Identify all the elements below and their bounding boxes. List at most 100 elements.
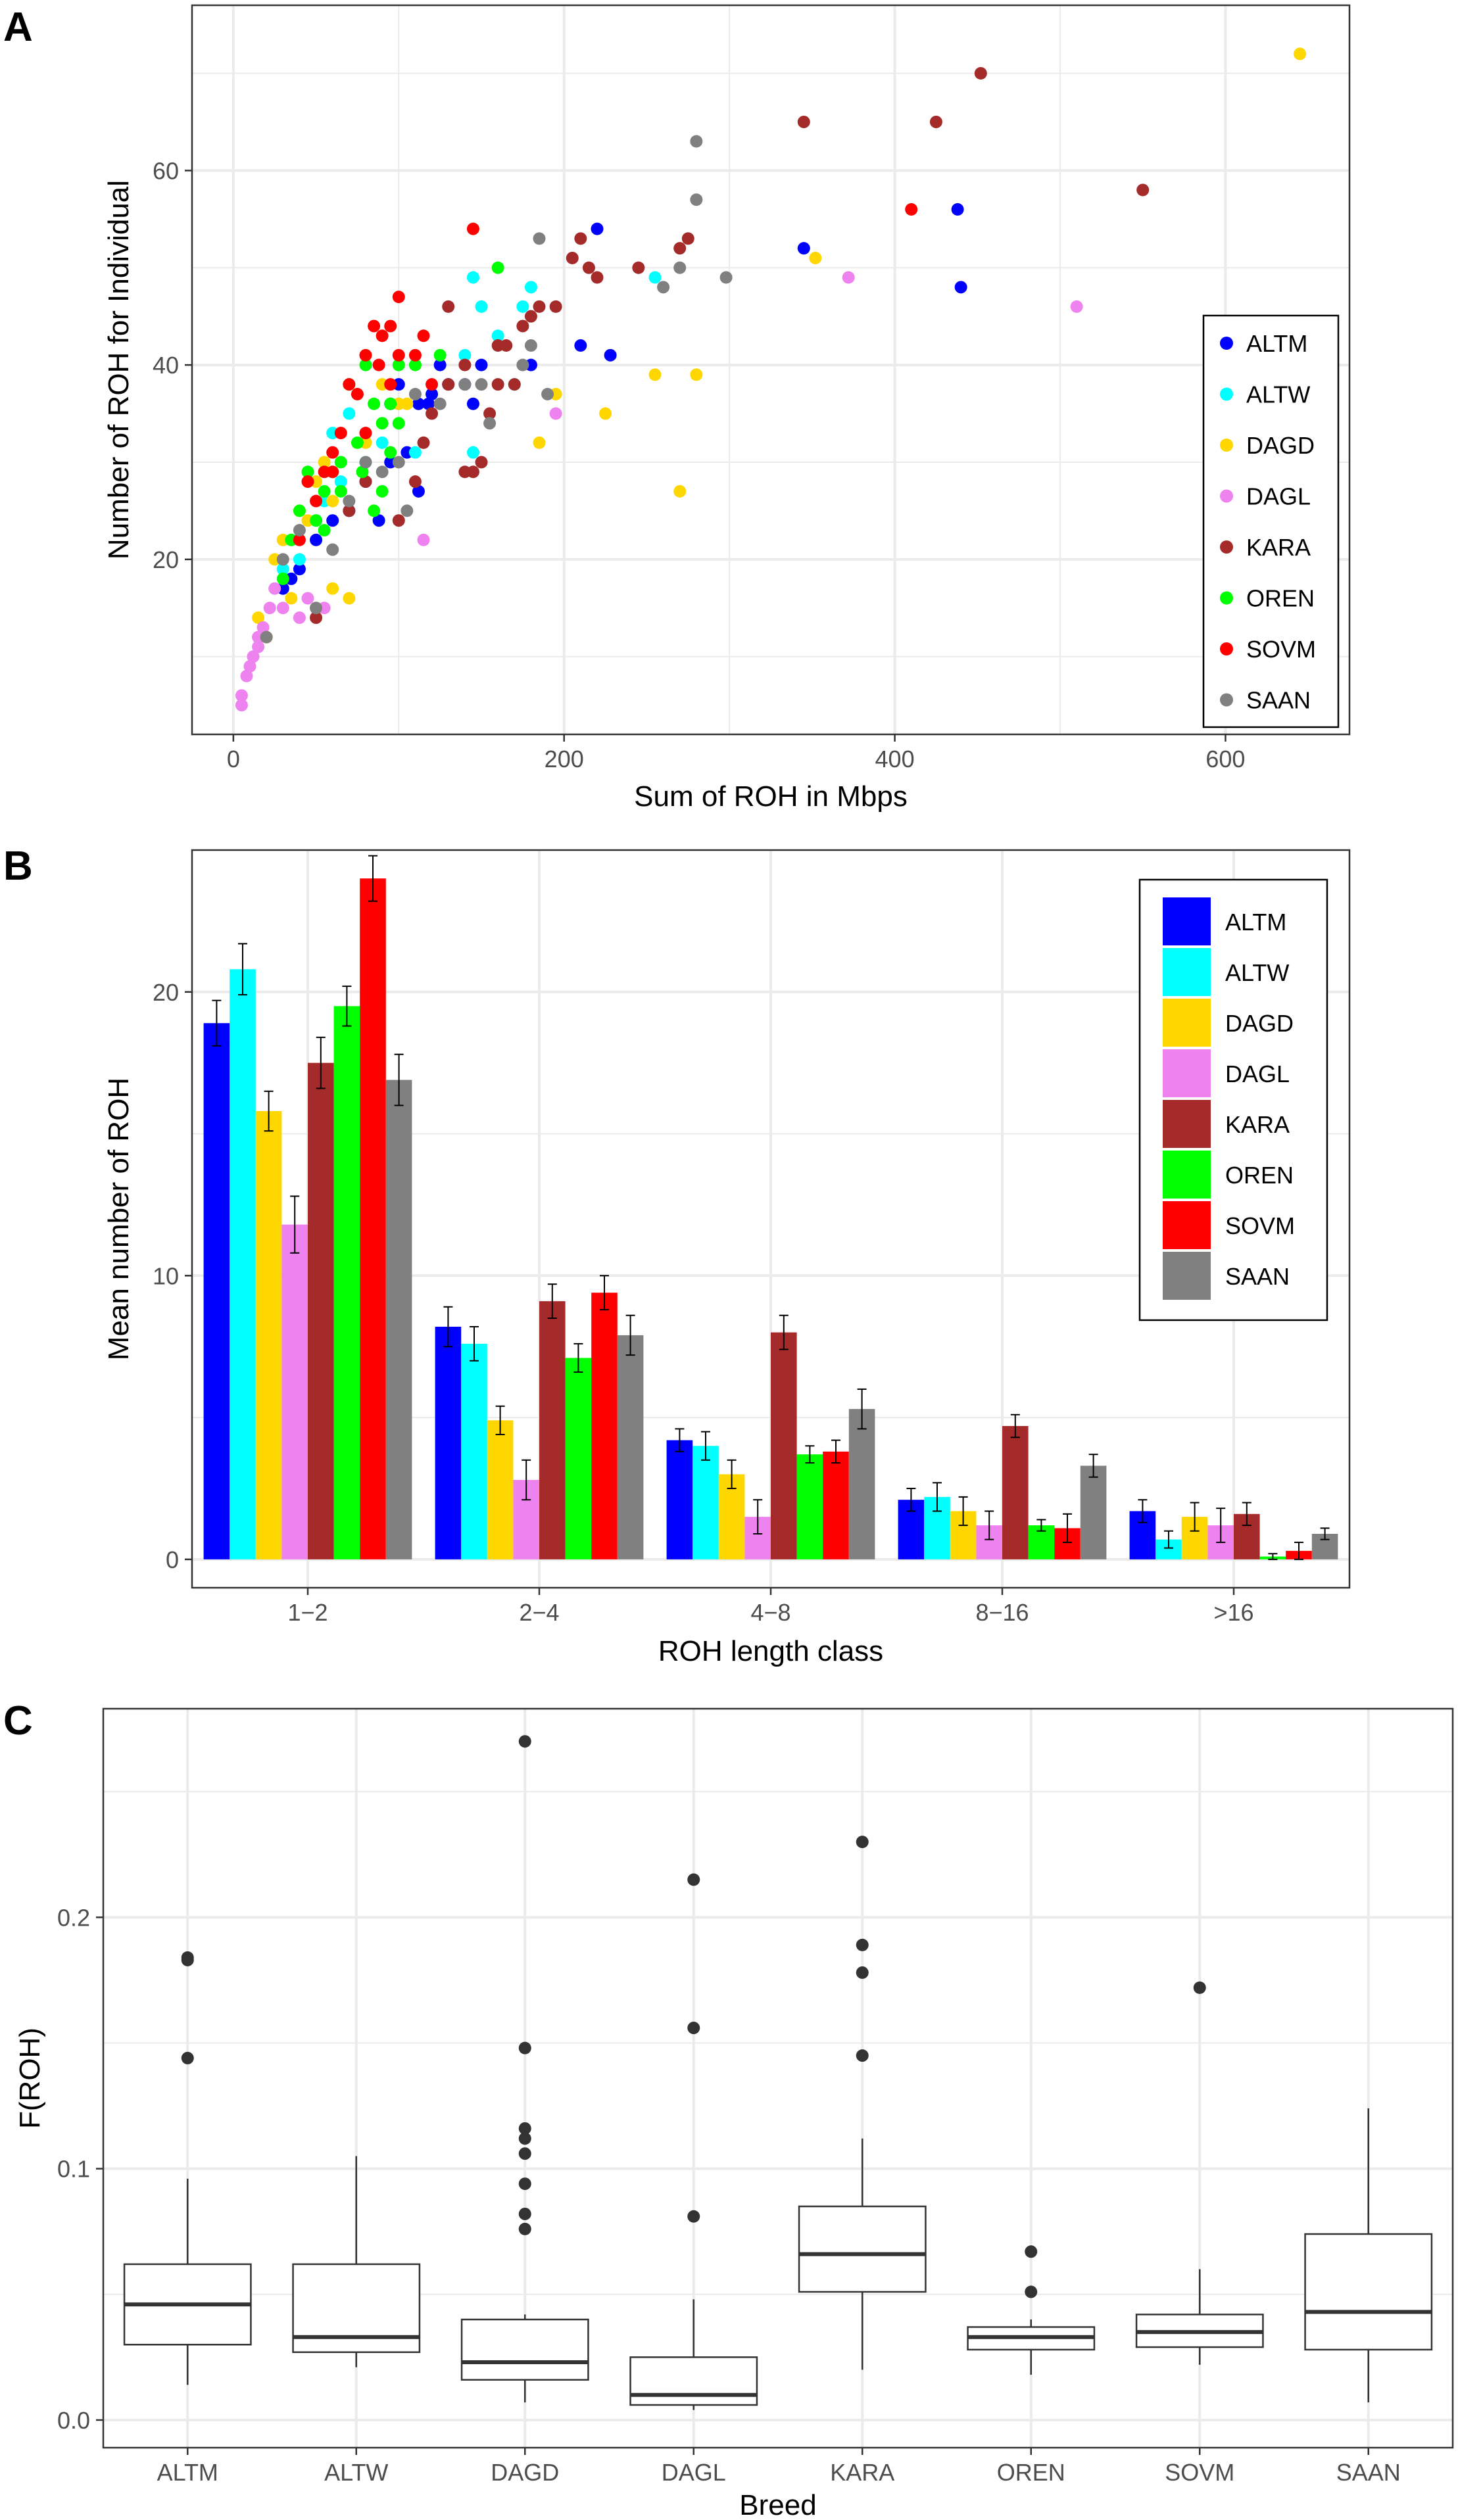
bar-dagd bbox=[487, 1420, 514, 1559]
point-altm bbox=[475, 358, 488, 371]
point-kara bbox=[442, 378, 455, 391]
error-bar-oren bbox=[573, 1343, 583, 1373]
point-oren bbox=[433, 348, 447, 362]
x-axis-title: Sum of ROH in Mbps bbox=[634, 780, 908, 813]
point-dagd bbox=[285, 592, 298, 605]
point-dagl bbox=[301, 592, 314, 605]
point-oren bbox=[334, 485, 347, 498]
point-altm bbox=[372, 514, 385, 527]
error-bar-dagd bbox=[495, 1405, 505, 1435]
point-oren bbox=[318, 523, 331, 536]
outlier-point bbox=[518, 2132, 531, 2145]
legend-label-dagd: DAGD bbox=[1246, 432, 1315, 459]
legend-key-saan bbox=[1220, 693, 1233, 707]
x-tick-label: >16 bbox=[1213, 1599, 1253, 1626]
point-kara bbox=[974, 67, 987, 80]
point-saan bbox=[458, 378, 472, 391]
error-bar-altw bbox=[933, 1482, 942, 1512]
panel-c-border bbox=[102, 1707, 1454, 2449]
error-bar-dagd bbox=[264, 1090, 274, 1132]
error-bar-dagl bbox=[753, 1499, 763, 1535]
point-altm bbox=[412, 485, 425, 498]
point-dagl bbox=[240, 669, 253, 682]
bar-sovm bbox=[360, 878, 386, 1559]
legend-key-sovm bbox=[1163, 1201, 1211, 1249]
point-altw bbox=[408, 446, 422, 459]
legend-key-dagl bbox=[1220, 489, 1233, 503]
point-saan bbox=[475, 378, 488, 391]
point-kara bbox=[574, 232, 587, 245]
y-tick-label: 40 bbox=[153, 352, 179, 379]
point-oren bbox=[301, 465, 314, 479]
point-dagd bbox=[648, 368, 662, 381]
error-bar-altw bbox=[1164, 1530, 1173, 1549]
legend-key-oren bbox=[1163, 1151, 1211, 1199]
point-altw bbox=[293, 553, 306, 566]
point-sovm bbox=[425, 378, 439, 391]
point-altw bbox=[376, 436, 389, 449]
point-oren bbox=[293, 504, 306, 517]
point-altw bbox=[516, 300, 529, 313]
error-bar-altw bbox=[701, 1431, 710, 1461]
point-oren bbox=[276, 572, 289, 585]
error-bar-saan bbox=[857, 1388, 867, 1430]
point-kara bbox=[673, 242, 687, 255]
x-tick-label: SAAN bbox=[1336, 2459, 1401, 2486]
point-sovm bbox=[334, 427, 347, 440]
point-sovm bbox=[310, 494, 323, 508]
panel-b-bar-chart: B 1−2 2−4 4−8 8−16 >16 0 10 20 ROH length class Me… bbox=[3, 844, 1351, 1667]
legend-key-oren bbox=[1220, 591, 1233, 605]
point-saan bbox=[516, 358, 529, 371]
point-sovm bbox=[408, 348, 422, 362]
point-dagd bbox=[533, 436, 546, 449]
point-altm bbox=[604, 348, 617, 362]
point-saan bbox=[690, 135, 703, 148]
bar-altw bbox=[461, 1343, 487, 1559]
point-altw bbox=[343, 407, 356, 420]
x-tick-label: 4−8 bbox=[750, 1599, 790, 1626]
box-oren bbox=[967, 2245, 1096, 2375]
point-saan bbox=[401, 504, 414, 517]
point-oren bbox=[376, 417, 389, 430]
bar-altm bbox=[435, 1326, 462, 1559]
point-altw bbox=[475, 300, 488, 313]
point-oren bbox=[356, 465, 369, 479]
bar-altw bbox=[230, 969, 256, 1559]
error-bar-altw bbox=[470, 1325, 479, 1362]
point-dagd bbox=[401, 397, 414, 410]
point-dagl bbox=[293, 611, 306, 625]
point-sovm bbox=[293, 533, 306, 546]
panel-b-legend: ALTM ALTW DAGD DAGL KARA OREN SOVM SAAN bbox=[1138, 878, 1328, 1321]
point-saan bbox=[343, 494, 356, 508]
bar-saan bbox=[385, 1080, 412, 1559]
error-bar-kara bbox=[1010, 1414, 1020, 1438]
point-sovm bbox=[359, 348, 372, 362]
panel-c-label: C bbox=[3, 1698, 33, 1744]
point-sovm bbox=[326, 465, 339, 479]
point-sovm bbox=[417, 329, 430, 343]
point-dagl bbox=[247, 650, 260, 663]
legend-label-dagd: DAGD bbox=[1225, 1010, 1294, 1037]
box-sovm bbox=[1135, 1981, 1264, 2365]
point-altm bbox=[310, 533, 323, 546]
point-dagl bbox=[243, 659, 256, 673]
bar-altm bbox=[203, 1023, 230, 1559]
point-altm bbox=[797, 242, 810, 255]
point-altw bbox=[491, 329, 504, 343]
bar-sovm bbox=[823, 1451, 849, 1559]
bar-saan bbox=[848, 1409, 875, 1559]
box-kara bbox=[798, 1836, 927, 2370]
point-dagd bbox=[318, 456, 331, 469]
point-sovm bbox=[384, 320, 397, 333]
point-altm bbox=[422, 397, 435, 410]
error-bar-dagl bbox=[984, 1510, 994, 1540]
panel-b-label: B bbox=[3, 844, 33, 889]
point-dagd bbox=[343, 592, 356, 605]
x-tick-label: 2−4 bbox=[519, 1599, 559, 1626]
panel-c-box-plot: C ALTM ALTW DAGD DAGL KARA OREN SOVM SAAN 0.0 0.1 0… bbox=[3, 1698, 1454, 2520]
legend-key-kara bbox=[1163, 1100, 1211, 1148]
bar-dagd bbox=[255, 1111, 282, 1559]
point-saan bbox=[392, 456, 405, 469]
legend-label-kara: KARA bbox=[1225, 1111, 1290, 1138]
point-kara bbox=[591, 271, 604, 284]
